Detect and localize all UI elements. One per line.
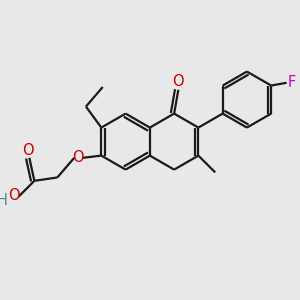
Text: F: F (287, 75, 296, 90)
Text: O: O (73, 150, 84, 165)
Text: H: H (0, 193, 8, 208)
Text: O: O (22, 143, 34, 158)
Text: O: O (8, 188, 20, 203)
Text: O: O (172, 74, 184, 89)
